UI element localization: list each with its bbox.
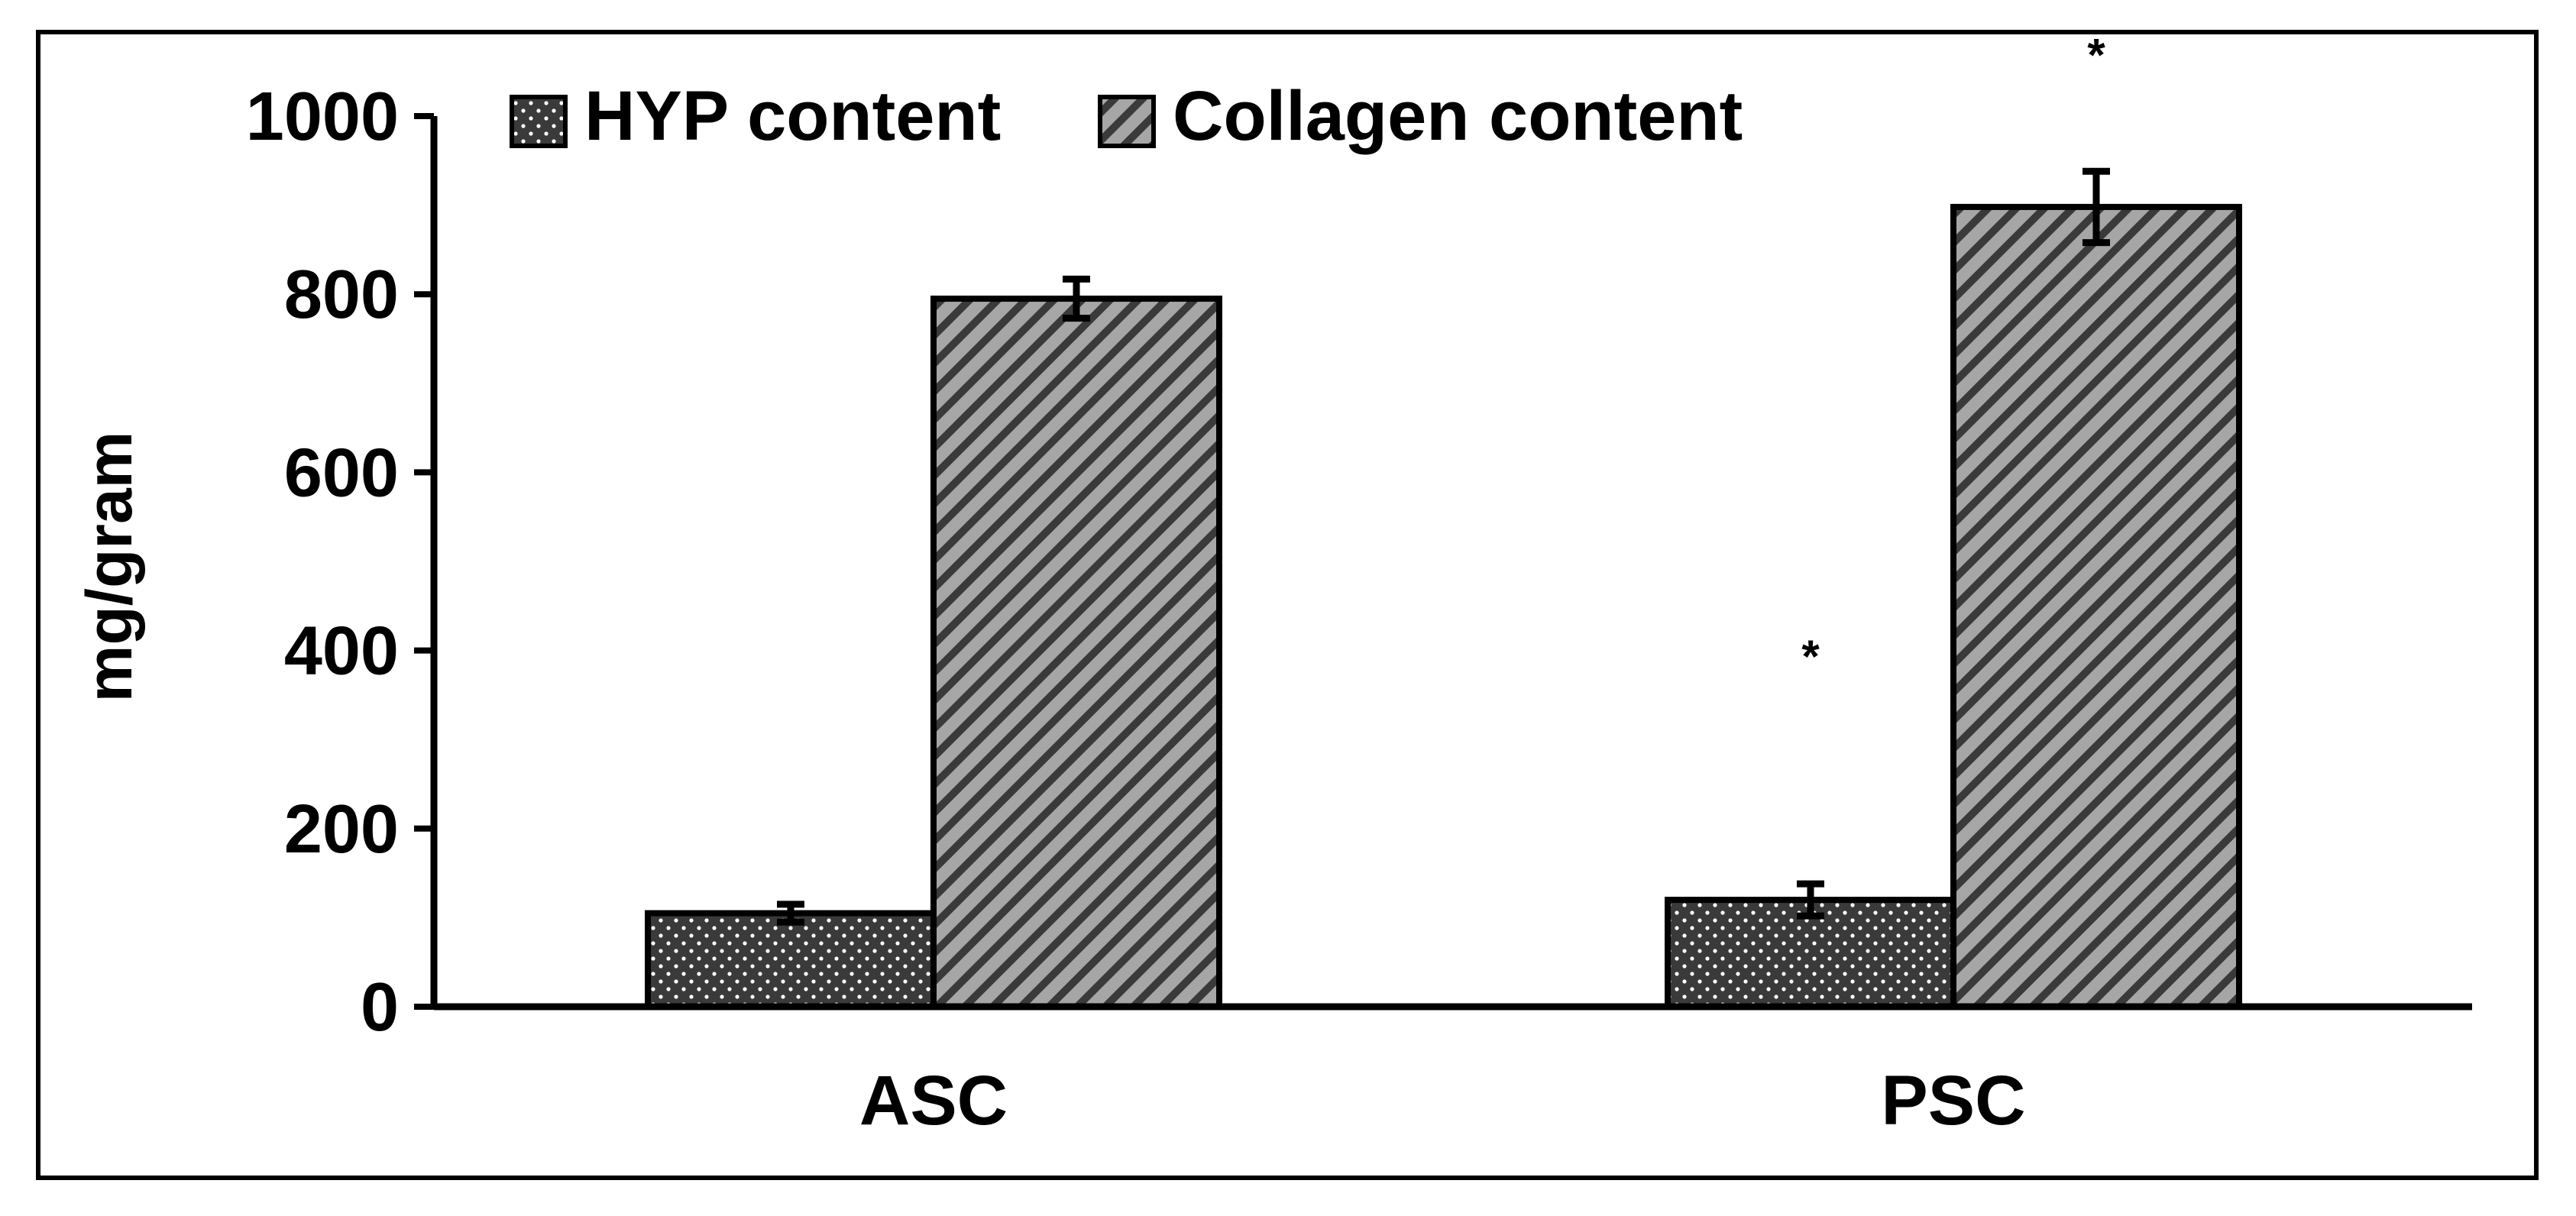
y-tick-label: 0	[361, 969, 399, 1046]
y-axis-label: mg/gram	[73, 432, 145, 703]
chart-frame	[36, 30, 2539, 1180]
y-tick-label: 600	[284, 435, 399, 511]
bar-asc-collagen	[930, 296, 1222, 1010]
legend-swatch-hyp	[510, 95, 568, 148]
error-bar-asc-hyp	[777, 901, 804, 926]
error-bar-psc-hyp	[1797, 880, 1824, 920]
y-tick-label: 200	[284, 791, 399, 868]
legend-swatch-collagen	[1098, 95, 1156, 148]
x-tick-label: ASC	[859, 1062, 1008, 1140]
y-tick-label: 1000	[246, 79, 399, 155]
significance-marker: *	[1801, 631, 1820, 682]
legend-label-collagen: Collagen content	[1173, 77, 1743, 155]
legend: HYP content Collagen content	[510, 77, 1743, 155]
error-bar-psc-collagen	[2082, 167, 2110, 247]
legend-label-hyp: HYP content	[584, 77, 1001, 155]
error-bar-asc-collagen	[1063, 275, 1090, 322]
significance-marker: *	[2087, 30, 2105, 81]
y-tick-label: 400	[284, 613, 399, 690]
x-tick-label: PSC	[1881, 1062, 2025, 1140]
y-tick-label: 800	[284, 257, 399, 333]
bar-psc-collagen	[1950, 203, 2242, 1010]
bar-asc-hyp	[645, 910, 937, 1010]
plot-area: 0 200 400 600 800 1000 ASC PSC * *	[246, 30, 2472, 1140]
